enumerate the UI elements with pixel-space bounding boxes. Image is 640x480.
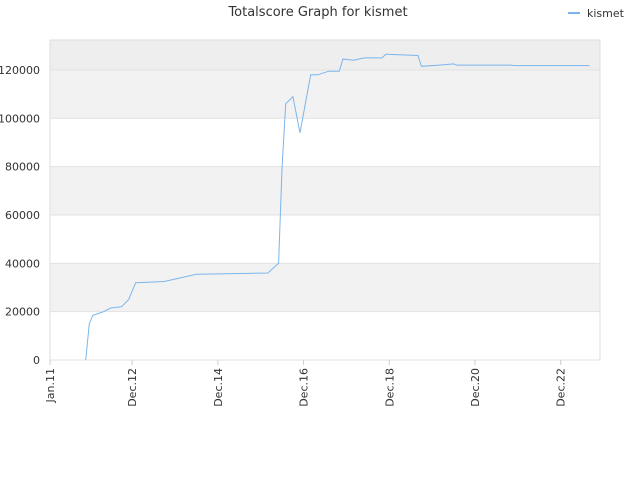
y-tick-label: 80000 [5, 161, 40, 174]
y-tick-label: 0 [33, 354, 40, 367]
x-tick-label: Dec.12 [126, 368, 139, 407]
line [85, 53, 590, 361]
legend-label: kismet [587, 7, 625, 20]
x-tick-label: Jan.11 [44, 368, 57, 403]
x-tick-label: Dec.18 [383, 368, 396, 407]
y-tick-label: 120000 [0, 64, 40, 77]
y-tick-label: 40000 [5, 257, 40, 270]
plot-band [50, 166, 600, 215]
y-tick-label: 60000 [5, 209, 40, 222]
x-tick-label: Dec.22 [555, 368, 568, 407]
x-tick-label: Dec.14 [212, 368, 225, 407]
x-tick-label: Dec.16 [298, 368, 311, 407]
y-tick-label: 100000 [0, 112, 40, 125]
x-tick-label: Dec.20 [469, 368, 482, 407]
plot-band [50, 263, 600, 312]
plot-band [50, 69, 600, 119]
y-tick-label: 20000 [5, 306, 40, 319]
chart-title: Totalscore Graph for kismet [227, 5, 407, 20]
